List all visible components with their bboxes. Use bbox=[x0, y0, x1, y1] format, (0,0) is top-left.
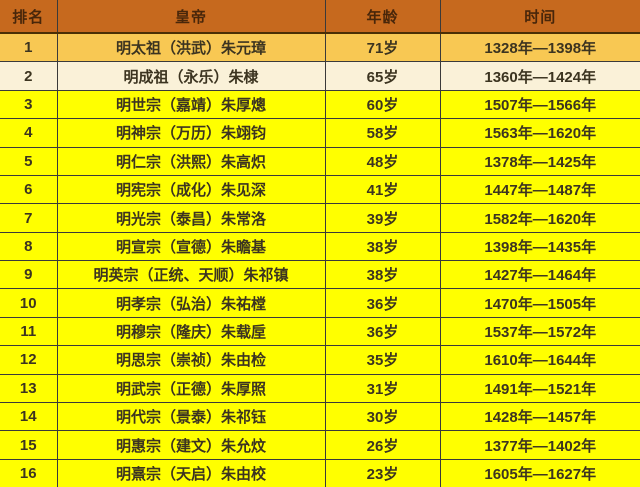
cell-age: 38岁 bbox=[324, 260, 441, 290]
cell-rank: 10 bbox=[0, 288, 58, 318]
cell-age: 41岁 bbox=[324, 174, 441, 205]
table-row: 2 明成祖（永乐）朱棣 65岁 1360年—1424年 bbox=[0, 61, 640, 91]
cell-period: 1378年—1425年 bbox=[439, 146, 640, 176]
cell-emperor: 明代宗（景泰）朱祁钰 bbox=[56, 401, 326, 432]
cell-emperor: 明仁宗（洪熙）朱高炽 bbox=[56, 146, 326, 176]
table-row: 4 明神宗（万历）朱翊钧 58岁 1563年—1620年 bbox=[0, 118, 640, 148]
cell-age: 58岁 bbox=[324, 118, 441, 148]
table-row: 12 明思宗（崇祯）朱由检 35岁 1610年—1644年 bbox=[0, 345, 640, 375]
cell-emperor: 明神宗（万历）朱翊钧 bbox=[56, 118, 326, 148]
cell-rank: 12 bbox=[0, 345, 58, 375]
cell-rank: 6 bbox=[0, 174, 58, 205]
cell-rank: 5 bbox=[0, 146, 58, 176]
table-row: 8 明宣宗（宣德）朱瞻基 38岁 1398年—1435年 bbox=[0, 231, 640, 262]
cell-period: 1470年—1505年 bbox=[439, 288, 640, 318]
table-row: 10 明孝宗（弘治）朱祐樘 36岁 1470年—1505年 bbox=[0, 288, 640, 318]
table-row: 16 明熹宗（天启）朱由校 23岁 1605年—1627年 bbox=[0, 458, 640, 487]
cell-emperor: 明光宗（泰昌）朱常洛 bbox=[56, 203, 326, 233]
cell-emperor: 明宪宗（成化）朱见深 bbox=[56, 174, 326, 205]
cell-period: 1507年—1566年 bbox=[439, 89, 640, 120]
cell-period: 1605年—1627年 bbox=[439, 458, 640, 487]
table-row: 5 明仁宗（洪熙）朱高炽 48岁 1378年—1425年 bbox=[0, 146, 640, 176]
cell-period: 1377年—1402年 bbox=[439, 430, 640, 460]
cell-period: 1427年—1464年 bbox=[439, 260, 640, 290]
cell-period: 1563年—1620年 bbox=[439, 118, 640, 148]
header-cell-age: 年龄 bbox=[324, 0, 441, 34]
cell-age: 48岁 bbox=[324, 146, 441, 176]
cell-rank: 9 bbox=[0, 260, 58, 290]
cell-rank: 3 bbox=[0, 89, 58, 120]
table-body: 1 明太祖（洪武）朱元璋 71岁 1328年—1398年 2 明成祖（永乐）朱棣… bbox=[0, 32, 640, 487]
cell-emperor: 明英宗（正统、天顺）朱祁镇 bbox=[56, 260, 326, 290]
header-cell-period: 时间 bbox=[439, 0, 640, 34]
cell-period: 1428年—1457年 bbox=[439, 401, 640, 432]
cell-period: 1360年—1424年 bbox=[439, 61, 640, 91]
cell-rank: 4 bbox=[0, 118, 58, 148]
table-row: 1 明太祖（洪武）朱元璋 71岁 1328年—1398年 bbox=[0, 32, 640, 63]
cell-age: 39岁 bbox=[324, 203, 441, 233]
cell-period: 1328年—1398年 bbox=[439, 32, 640, 63]
table-row: 9 明英宗（正统、天顺）朱祁镇 38岁 1427年—1464年 bbox=[0, 260, 640, 290]
cell-rank: 2 bbox=[0, 61, 58, 91]
cell-emperor: 明太祖（洪武）朱元璋 bbox=[56, 32, 326, 63]
cell-period: 1447年—1487年 bbox=[439, 174, 640, 205]
cell-rank: 8 bbox=[0, 231, 58, 262]
table-row: 13 明武宗（正德）朱厚照 31岁 1491年—1521年 bbox=[0, 373, 640, 403]
cell-age: 36岁 bbox=[324, 316, 441, 347]
cell-period: 1582年—1620年 bbox=[439, 203, 640, 233]
table-row: 3 明世宗（嘉靖）朱厚熜 60岁 1507年—1566年 bbox=[0, 89, 640, 120]
cell-rank: 15 bbox=[0, 430, 58, 460]
cell-age: 36岁 bbox=[324, 288, 441, 318]
cell-emperor: 明武宗（正德）朱厚照 bbox=[56, 373, 326, 403]
cell-age: 30岁 bbox=[324, 401, 441, 432]
cell-emperor: 明穆宗（隆庆）朱载垕 bbox=[56, 316, 326, 347]
cell-age: 60岁 bbox=[324, 89, 441, 120]
cell-rank: 13 bbox=[0, 373, 58, 403]
table-row: 14 明代宗（景泰）朱祁钰 30岁 1428年—1457年 bbox=[0, 401, 640, 432]
cell-rank: 7 bbox=[0, 203, 58, 233]
cell-emperor: 明熹宗（天启）朱由校 bbox=[56, 458, 326, 487]
cell-age: 65岁 bbox=[324, 61, 441, 91]
table-row: 11 明穆宗（隆庆）朱载垕 36岁 1537年—1572年 bbox=[0, 316, 640, 347]
cell-emperor: 明世宗（嘉靖）朱厚熜 bbox=[56, 89, 326, 120]
cell-emperor: 明孝宗（弘治）朱祐樘 bbox=[56, 288, 326, 318]
cell-rank: 16 bbox=[0, 458, 58, 487]
table-row: 7 明光宗（泰昌）朱常洛 39岁 1582年—1620年 bbox=[0, 203, 640, 233]
cell-period: 1610年—1644年 bbox=[439, 345, 640, 375]
cell-emperor: 明思宗（崇祯）朱由检 bbox=[56, 345, 326, 375]
header-cell-rank: 排名 bbox=[0, 0, 58, 34]
table-row: 6 明宪宗（成化）朱见深 41岁 1447年—1487年 bbox=[0, 174, 640, 205]
cell-emperor: 明成祖（永乐）朱棣 bbox=[56, 61, 326, 91]
table-header-row: 排名 皇帝 年龄 时间 bbox=[0, 0, 640, 34]
cell-rank: 11 bbox=[0, 316, 58, 347]
cell-age: 35岁 bbox=[324, 345, 441, 375]
cell-age: 38岁 bbox=[324, 231, 441, 262]
cell-rank: 1 bbox=[0, 32, 58, 63]
cell-emperor: 明惠宗（建文）朱允炆 bbox=[56, 430, 326, 460]
cell-rank: 14 bbox=[0, 401, 58, 432]
cell-age: 26岁 bbox=[324, 430, 441, 460]
cell-age: 31岁 bbox=[324, 373, 441, 403]
table-row: 15 明惠宗（建文）朱允炆 26岁 1377年—1402年 bbox=[0, 430, 640, 460]
cell-emperor: 明宣宗（宣德）朱瞻基 bbox=[56, 231, 326, 262]
cell-age: 71岁 bbox=[324, 32, 441, 63]
cell-period: 1491年—1521年 bbox=[439, 373, 640, 403]
cell-period: 1398年—1435年 bbox=[439, 231, 640, 262]
header-cell-emperor: 皇帝 bbox=[56, 0, 326, 34]
cell-age: 23岁 bbox=[324, 458, 441, 487]
cell-period: 1537年—1572年 bbox=[439, 316, 640, 347]
